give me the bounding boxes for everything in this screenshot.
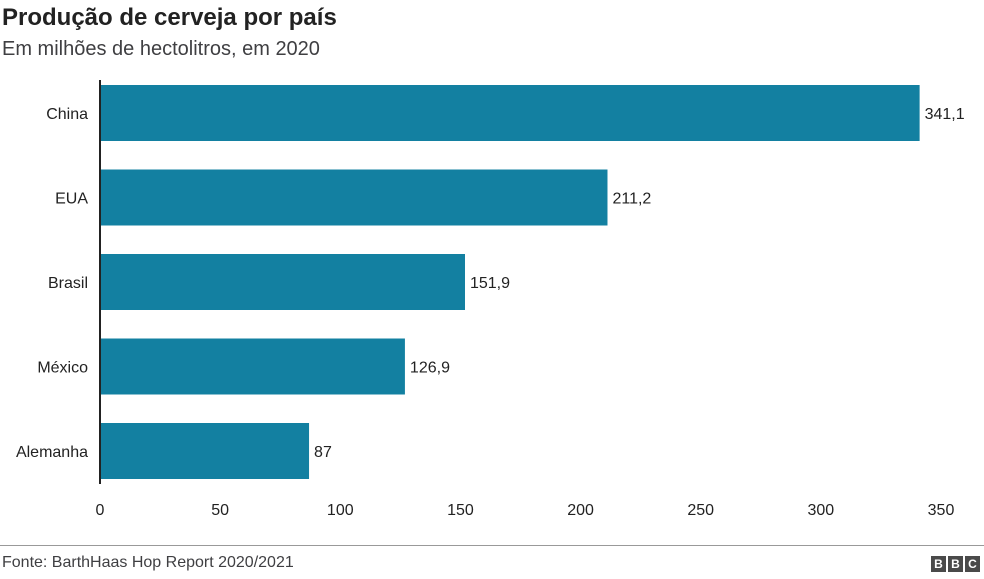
x-tick-label: 100	[327, 502, 354, 519]
category-label: EUA	[55, 191, 88, 208]
bbc-logo: B B C	[931, 556, 980, 572]
value-label: 341,1	[925, 106, 965, 123]
chart-subtitle: Em milhões de hectolitros, em 2020	[2, 38, 320, 60]
footer-divider	[0, 545, 984, 546]
value-label: 151,9	[470, 275, 510, 292]
value-labels: 341,1 211,2 151,9 126,9 87	[314, 106, 965, 461]
category-labels: China EUA Brasil México Alemanha	[16, 106, 88, 461]
bbc-logo-letter-3: C	[965, 556, 980, 572]
x-tick-label: 300	[808, 502, 835, 519]
bbc-logo-letter-1: B	[931, 556, 946, 572]
category-label: Brasil	[48, 275, 88, 292]
bar	[100, 338, 405, 395]
category-label: México	[37, 360, 88, 377]
bar	[100, 423, 310, 479]
x-tick-label: 350	[928, 502, 955, 519]
x-tick-label: 0	[96, 502, 105, 519]
category-label: China	[46, 106, 88, 123]
bar	[100, 254, 465, 310]
x-tick-label: 50	[211, 502, 229, 519]
bbc-logo-letter-2: B	[948, 556, 963, 572]
chart-title: Produção de cerveja por país	[2, 4, 337, 31]
bar	[100, 85, 920, 141]
x-axis-ticks: 0 50 100 150 200 250 300 350	[96, 502, 955, 519]
value-label: 211,2	[612, 191, 651, 208]
bar	[100, 169, 608, 226]
value-label: 87	[314, 444, 332, 461]
x-tick-label: 200	[567, 502, 594, 519]
value-label: 126,9	[410, 360, 450, 377]
source-note: Fonte: BarthHaas Hop Report 2020/2021	[2, 554, 294, 571]
x-tick-label: 150	[447, 502, 474, 519]
category-label: Alemanha	[16, 444, 88, 461]
x-tick-label: 250	[687, 502, 714, 519]
bars-group	[100, 85, 920, 479]
